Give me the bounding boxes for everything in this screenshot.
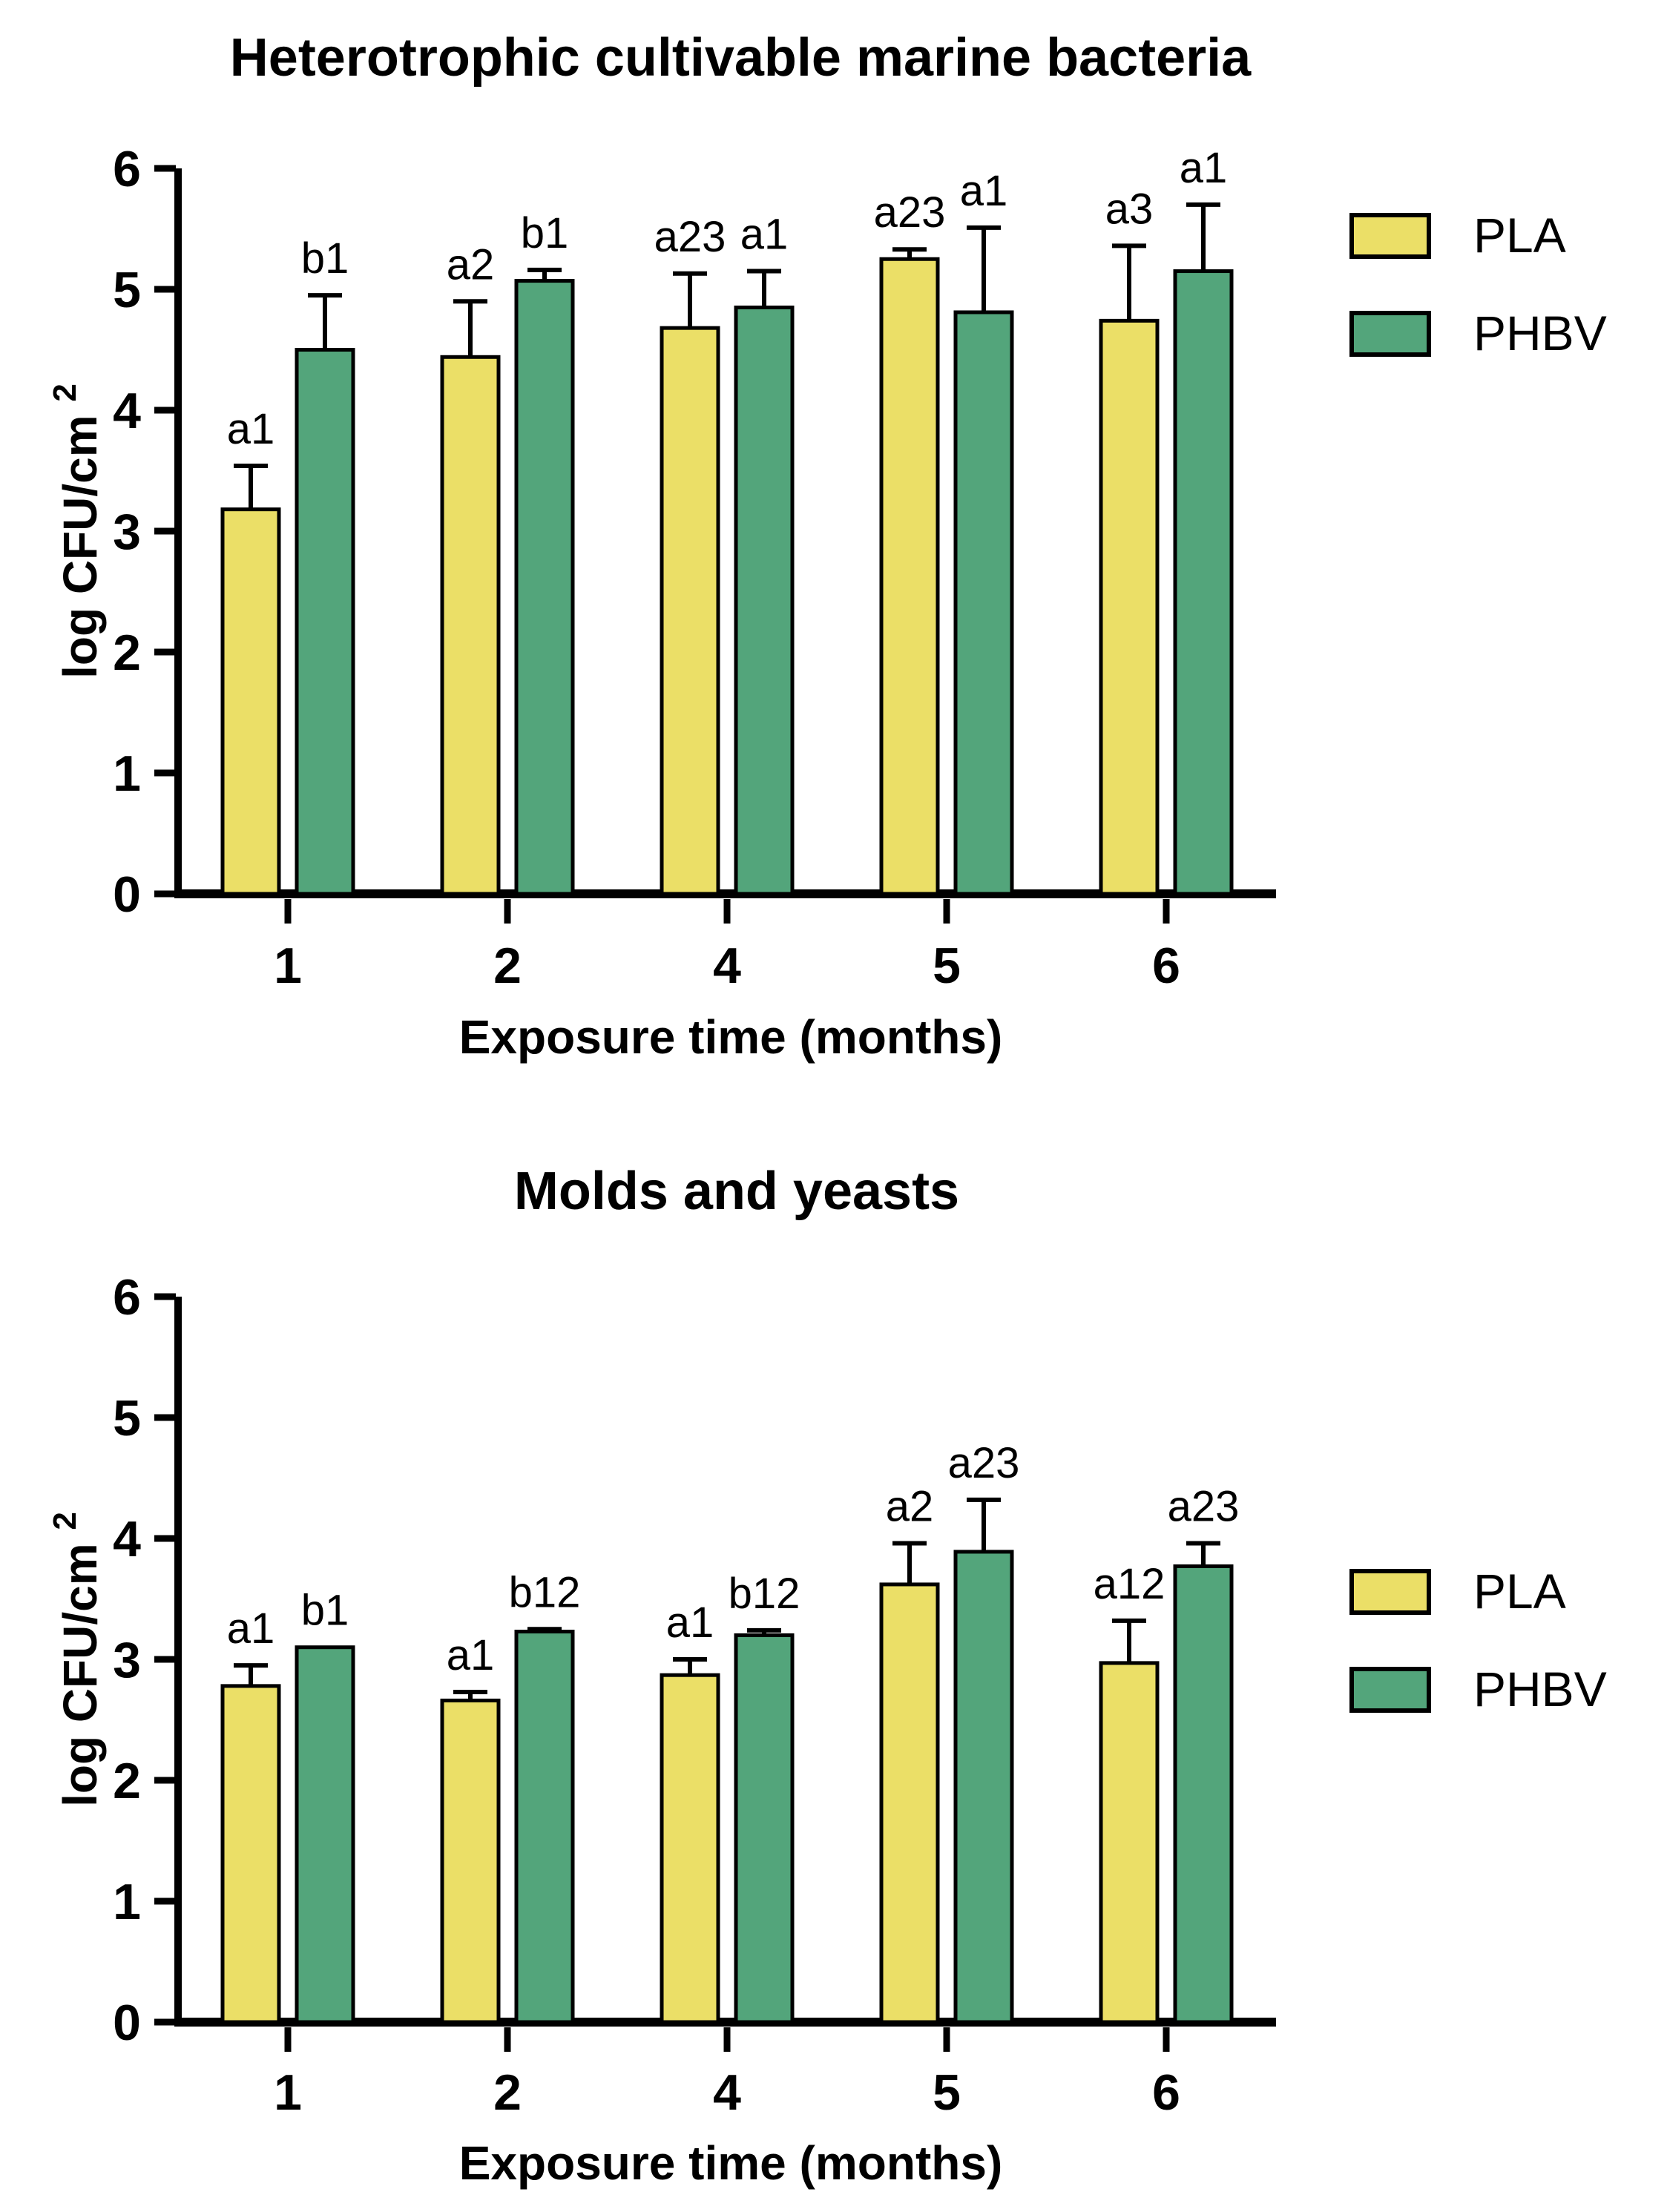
bar-phbv — [514, 279, 575, 896]
y-tick-label: 3 — [113, 1632, 141, 1688]
y-tick-label: 0 — [113, 1995, 141, 2051]
bar-phbv — [1173, 1564, 1234, 2024]
legend: PLA PHBV — [1349, 1564, 1607, 1716]
legend-label-pla: PLA — [1473, 1564, 1566, 1619]
y-tick-label: 2 — [113, 625, 141, 681]
y-tick-label: 3 — [113, 504, 141, 560]
bar-phbv — [953, 1550, 1014, 2024]
y-axis-title: log CFU/cm 2 — [47, 1512, 107, 1807]
significance-label: a23 — [948, 1439, 1020, 1487]
bar-phbv — [295, 1645, 355, 2024]
significance-label: a1 — [447, 1631, 495, 1679]
y-tick-label: 4 — [113, 383, 141, 439]
significance-label: b12 — [509, 1568, 581, 1616]
y-tick-label: 1 — [113, 745, 141, 802]
x-tick-label: 2 — [493, 2064, 522, 2121]
y-axis-title-text: log CFU/cm — [53, 415, 107, 679]
plot-area: 0 1 2 3 4 5 6 1 2 4 5 6 a1 a2 a23 a23 a3 b1 b1 a1 a1 a1 — [113, 141, 1276, 994]
significance-label: a3 — [1105, 185, 1154, 233]
bar-phbv — [734, 1633, 795, 2024]
significance-label: a12 — [1094, 1560, 1165, 1608]
bar-pla — [660, 1673, 720, 2024]
bar-phbv — [953, 310, 1014, 896]
x-tick-label: 5 — [933, 938, 961, 994]
bar-pla — [879, 257, 940, 896]
bar-pla — [440, 355, 501, 896]
y-tick-label: 0 — [113, 866, 141, 923]
x-tick-label: 6 — [1152, 938, 1180, 994]
x-tick-label: 5 — [933, 2064, 961, 2121]
x-tick-label: 2 — [493, 938, 522, 994]
x-tick-label: 4 — [713, 2064, 741, 2121]
bar-pla — [1099, 318, 1160, 896]
y-axis-title: log CFU/cm 2 — [47, 384, 107, 679]
x-tick-label: 1 — [274, 938, 302, 994]
y-tick-label: 1 — [113, 1874, 141, 1930]
y-axis-title-text: log CFU/cm — [53, 1543, 107, 1807]
legend-swatch-phbv — [1349, 1667, 1431, 1713]
bar-pla — [440, 1698, 501, 2024]
x-axis-title: Exposure time (months) — [459, 2136, 1003, 2190]
significance-label: a1 — [227, 405, 275, 453]
significance-label: a2 — [447, 240, 495, 289]
y-axis-title-superscript: 2 — [47, 384, 83, 401]
significance-label: b1 — [301, 234, 349, 283]
legend-label-phbv: PHBV — [1473, 1662, 1607, 1716]
significance-label: a1 — [960, 167, 1008, 215]
legend-swatch-phbv — [1349, 311, 1431, 357]
significance-label: b1 — [521, 209, 569, 257]
y-tick-label: 2 — [113, 1753, 141, 1809]
legend-label-pla: PLA — [1473, 208, 1566, 263]
bar-pla — [1099, 1661, 1160, 2024]
x-tick-label: 4 — [713, 938, 741, 994]
significance-label: a1 — [227, 1604, 275, 1653]
bar-phbv — [1173, 269, 1234, 896]
y-tick-label: 6 — [113, 141, 141, 197]
y-tick-label: 5 — [113, 262, 141, 318]
y-tick-label: 4 — [113, 1511, 141, 1567]
bar-pla — [879, 1582, 940, 2024]
legend-swatch-pla — [1349, 1569, 1431, 1615]
chart-title: Molds and yeasts — [514, 1162, 959, 1221]
x-tick-label: 6 — [1152, 2064, 1180, 2121]
bar-pla — [660, 326, 720, 896]
chart-molds-yeasts: Molds and yeasts log CFU/cm 2 Exposure t… — [47, 1162, 1607, 2190]
bar-phbv — [295, 348, 355, 896]
y-tick-label: 5 — [113, 1390, 141, 1446]
plot-area: 0 1 2 3 4 5 6 1 2 4 5 6 a1 a1 a1 a2 a12 b1 b12 b12 a23 a23 — [113, 1269, 1276, 2121]
y-axis-title-superscript: 2 — [47, 1512, 83, 1530]
significance-label: a1 — [740, 211, 789, 259]
bar-pla — [220, 1684, 281, 2024]
bar-phbv — [734, 305, 795, 896]
legend-swatch-pla — [1349, 213, 1431, 259]
x-tick-label: 1 — [274, 2064, 302, 2121]
significance-label: a1 — [666, 1599, 714, 1647]
x-axis-title: Exposure time (months) — [459, 1010, 1003, 1064]
significance-label: a23 — [1168, 1483, 1240, 1531]
significance-label: a23 — [874, 188, 946, 237]
significance-label: a2 — [886, 1483, 934, 1531]
bar-pla — [220, 507, 281, 896]
significance-label: b1 — [301, 1587, 349, 1635]
chart-heterotrophic-bacteria: Heterotrophic cultivable marine bacteria… — [47, 28, 1607, 1064]
significance-label: a23 — [654, 213, 726, 261]
significance-label: a1 — [1180, 144, 1228, 192]
legend: PLA PHBV — [1349, 208, 1607, 361]
chart-title: Heterotrophic cultivable marine bacteria — [230, 28, 1252, 88]
legend-label-phbv: PHBV — [1473, 306, 1607, 361]
significance-label: b12 — [729, 1570, 800, 1618]
y-tick-label: 6 — [113, 1269, 141, 1326]
bar-phbv — [514, 1630, 575, 2024]
